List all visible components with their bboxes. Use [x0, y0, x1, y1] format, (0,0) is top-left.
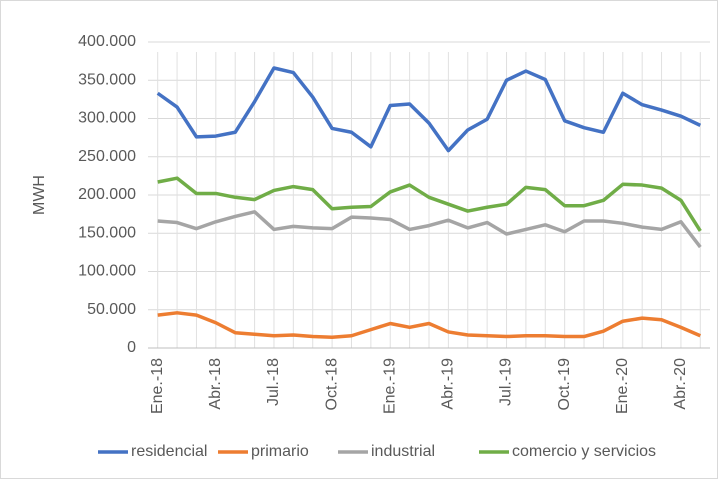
x-tick-label: Ene.-19	[381, 358, 398, 414]
y-axis-label: MWH	[31, 175, 48, 215]
legend-label: primario	[251, 443, 309, 460]
y-tick-label: 150.000	[78, 224, 136, 241]
series-line	[157, 176, 702, 232]
x-tick-label: Abr.-19	[440, 358, 457, 410]
x-tick-label: Oct.-19	[556, 358, 573, 411]
x-tick-label: Oct.-18	[323, 358, 340, 411]
series-line	[156, 66, 702, 153]
legend-label: residencial	[131, 443, 207, 460]
x-tick-label: Jul.-18	[265, 358, 282, 406]
legend-label: industrial	[371, 443, 435, 460]
x-tick-label: Abr.-20	[672, 358, 689, 410]
y-tick-label: 0	[127, 339, 136, 356]
legend-label: comercio y servicios	[512, 443, 656, 460]
y-tick-label: 100.000	[78, 263, 136, 280]
y-tick-label: 300.000	[78, 110, 136, 127]
y-tick-label: 350.000	[78, 71, 136, 88]
x-tick-label: Ene.-20	[614, 358, 631, 414]
x-tick-label: Jul.-19	[498, 358, 515, 406]
x-tick-label: Ene.-18	[149, 358, 166, 414]
y-tick-label: 200.000	[78, 186, 136, 203]
y-tick-label: 250.000	[78, 148, 136, 165]
x-tick-label: Abr.-18	[207, 358, 224, 410]
series-line	[157, 311, 702, 340]
y-tick-label: 400.000	[78, 33, 136, 50]
series-line	[157, 210, 702, 249]
y-tick-label: 50.000	[87, 301, 136, 318]
